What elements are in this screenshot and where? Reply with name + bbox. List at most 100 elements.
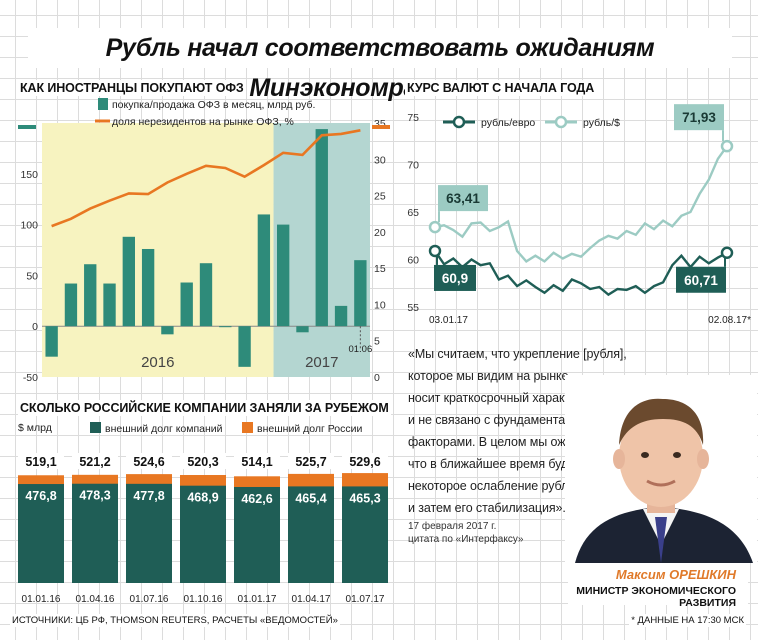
- legend-usd-label: рубль/$: [583, 117, 620, 129]
- fx-y-tick-label: 55: [407, 302, 419, 314]
- right-tick-label: 10: [374, 299, 386, 311]
- ofz-bar: [45, 326, 58, 357]
- quote-line: которое мы видим на рынке,: [408, 369, 572, 383]
- debt-companies-label: 477,8: [133, 489, 164, 503]
- person-caption: Максим ОРЕШКИН МИНИСТР ЭКОНОМИЧЕСКОГО РА…: [568, 563, 748, 609]
- time-note: * ДАННЫЕ НА 17:30 МСК: [629, 614, 746, 627]
- person-role: МИНИСТР ЭКОНОМИЧЕСКОГО РАЗВИТИЯ: [576, 585, 736, 609]
- ofz-chart-title: КАК ИНОСТРАНЦЫ ПОКУПАЮТ ОФЗ: [18, 80, 246, 96]
- quote-attribution: цитата по «Интерфаксу»: [408, 534, 524, 545]
- legend-total-swatch: [242, 422, 253, 433]
- ofz-bar: [296, 326, 309, 333]
- debt-companies-label: 465,4: [295, 491, 326, 505]
- debt-category-label: 01.04.17: [292, 594, 331, 605]
- debt-total-label-bg: [342, 453, 388, 469]
- debt-total-label: 520,3: [187, 455, 218, 469]
- ofz-bar: [84, 264, 97, 327]
- ofz-bar: [334, 305, 348, 327]
- quote-date: 17 февраля 2017 г.: [408, 521, 497, 532]
- quote-text: «Мы считаем, что укрепление [рубля], кот…: [408, 343, 658, 519]
- quote-line: факторами. В целом мы ожидаем,: [408, 435, 606, 449]
- ofz-bar: [180, 282, 193, 327]
- debt-companies-bar: [288, 486, 334, 583]
- legend-line-axis-marker: [372, 125, 390, 129]
- debt-companies-label: 468,9: [187, 491, 218, 505]
- usd-line: [434, 145, 728, 263]
- usd-end-callout-label: 71,93: [682, 110, 716, 125]
- debt-total-label: 514,1: [241, 455, 272, 469]
- debt-companies-label: 462,6: [241, 492, 272, 506]
- debt-total-label: 525,7: [295, 455, 326, 469]
- legend-companies-swatch: [90, 422, 101, 433]
- debt-unit-label: $ млрд: [18, 422, 52, 434]
- ofz-bar: [277, 224, 290, 327]
- usd-start-callout-box: [438, 185, 488, 212]
- debt-total-label: 529,6: [349, 455, 380, 469]
- ofz-bar: [141, 248, 155, 327]
- quote-line: и затем его стабилизация».: [408, 501, 566, 515]
- debt-chart-title: СКОЛЬКО РОССИЙСКИЕ КОМПАНИИ ЗАНЯЛИ ЗА РУ…: [18, 400, 391, 416]
- right-tick-label: 35: [374, 118, 386, 130]
- eur-start-callout-label: 60,9: [442, 271, 468, 286]
- debt-total-label-bg: [126, 453, 172, 469]
- debt-companies-bar: [234, 486, 280, 583]
- debt-companies-bar: [72, 483, 118, 583]
- legend-usd-marker: [554, 115, 568, 129]
- year-label-2017: 2017: [305, 354, 338, 371]
- debt-companies-bar: [180, 485, 226, 583]
- quote-line: что в ближайшее время будет: [408, 457, 581, 471]
- debt-category-label: 01.10.16: [184, 594, 223, 605]
- left-tick-label: 50: [26, 270, 38, 282]
- debt-companies-bar: [126, 483, 172, 583]
- fx-x-label-end: 02.08.17*: [708, 315, 751, 326]
- debt-total-label-bg: [18, 453, 64, 469]
- usd-start-marker: [428, 220, 442, 234]
- person-name: Максим ОРЕШКИН: [615, 567, 736, 582]
- left-tick-label: 150: [20, 169, 38, 181]
- fx-chart: 55 60 65 70 75 рубль/евро рубль/$ 63,41 71,93 60,…: [407, 104, 751, 326]
- debt-category-label: 01.01.17: [238, 594, 277, 605]
- left-tick-label: 0: [32, 321, 38, 333]
- debt-category-label: 01.04.16: [76, 594, 115, 605]
- right-tick-label: 25: [374, 191, 386, 203]
- legend-eur-label: рубль/евро: [481, 117, 535, 129]
- quote-line: и не связано с фундаментальными: [408, 413, 610, 427]
- last-date-label: 01.06: [348, 344, 372, 355]
- debt-category-label: 01.07.17: [346, 594, 385, 605]
- right-tick-label: 15: [374, 263, 386, 275]
- eur-end-marker: [720, 246, 734, 260]
- eur-start-marker: [428, 244, 442, 258]
- ofz-bar: [219, 326, 232, 328]
- quote-line: носит краткосрочный характер: [408, 391, 584, 405]
- legend-bars-label: покупка/продажа ОФЗ в месяц, млрд руб.: [112, 99, 315, 111]
- eur-end-callout-label: 60,71: [684, 273, 718, 288]
- ofz-bar: [64, 283, 78, 327]
- right-tick-label: 0: [374, 372, 380, 384]
- debt-total-label-bg: [72, 453, 118, 469]
- quote-line: некоторое ослабление рубля: [408, 479, 575, 493]
- legend-line-label: доля нерезидентов на рынке ОФЗ, %: [112, 116, 294, 128]
- left-tick-label: -50: [23, 372, 38, 384]
- nonresident-share-line: [51, 129, 361, 228]
- debt-category-label: 01.01.16: [22, 594, 61, 605]
- legend-bars-swatch: [98, 98, 108, 110]
- debt-total-label-bg: [288, 453, 334, 469]
- legend-total-label: внешний долг России: [257, 423, 362, 435]
- ofz-bar: [354, 260, 367, 327]
- debt-total-label-bg: [180, 453, 226, 469]
- usd-start-callout-label: 63,41: [446, 191, 480, 206]
- year-label-2016: 2016: [141, 354, 174, 371]
- eur-line: [434, 250, 728, 297]
- legend-eur-marker: [452, 115, 466, 129]
- usd-end-callout-box: [674, 104, 724, 131]
- ofz-bar: [238, 326, 251, 367]
- right-tick-label: 30: [374, 154, 386, 166]
- ofz-bar: [103, 283, 116, 327]
- ofz-bar: [122, 236, 135, 327]
- ofz-bar: [199, 263, 213, 327]
- fx-y-tick-label: 65: [407, 207, 419, 219]
- debt-chart: $ млрд внешний долг компаний внешний долг …: [18, 422, 388, 605]
- left-tick-label: 100: [20, 220, 38, 232]
- ofz-bar: [315, 129, 328, 327]
- sources-note: ИСТОЧНИКИ: ЦБ РФ, THOMSON REUTERS, РАСЧЕ…: [10, 614, 340, 627]
